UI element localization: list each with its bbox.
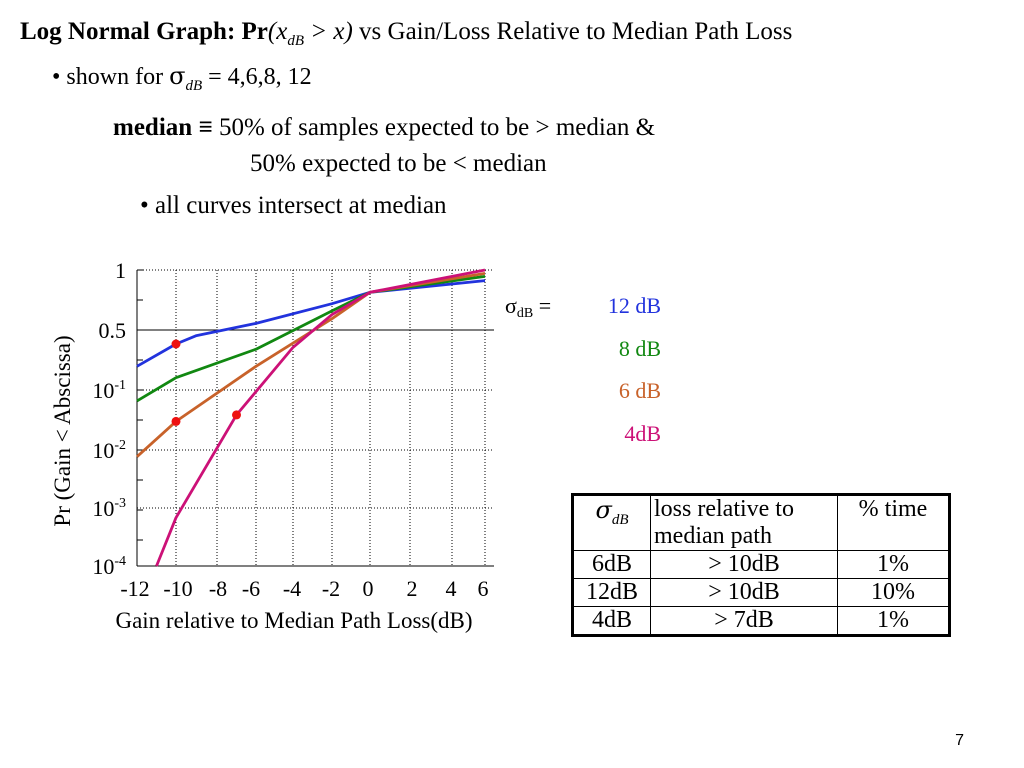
data-point-marker [232,410,241,420]
cell-sigma: 12dB [572,578,651,607]
x-tick-label: -8 [209,576,227,601]
title-rest: > x) [303,18,353,45]
x-tick-label: -10 [163,576,192,601]
y-tick-base: 10 [92,554,114,579]
x-tick-label: -6 [242,576,260,601]
header-loss-line1: loss relative to [654,496,794,522]
x-tick-label: -4 [283,576,301,601]
y-tick-base: 10 [92,378,114,403]
legend-sigma: σ [505,293,517,318]
equiv-symbol: ≡ [198,114,213,141]
chart-markers [171,339,241,426]
header-loss-line2: median path [654,523,772,549]
median-line2: 50% expected to be < median [250,150,547,177]
slide-title: Log Normal Graph: Pr(xdB > x) vs Gain/Lo… [20,18,792,50]
page-number: 7 [955,732,964,749]
chart-grid [136,269,494,567]
header-sigma: σdB [572,494,651,551]
table-row: 6dB > 10dB 1% [572,550,950,579]
header-sigma-sub: dB [611,512,629,528]
bullet-sigma-values: • shown for σdB = 4,6,8, 12 [52,62,312,95]
chart-series [136,268,486,567]
header-time: % time [837,494,950,551]
legend-entry: 4dB [624,421,661,446]
y-tick-label: 0.5 [99,318,127,343]
y-tick-label: 10-4 [92,554,126,579]
title-bold: Log Normal Graph: Pr [20,18,268,45]
y-tick-exponent: -1 [114,378,126,393]
x-tick-label: 4 [446,576,457,601]
legend-equals: = [533,293,551,318]
table-row: 4dB > 7dB 1% [572,606,950,636]
cell-loss: > 10dB [650,578,838,607]
cell-time: 1% [837,550,950,579]
legend-sigma-label: σdB = [505,293,551,321]
cell-sigma: 4dB [572,606,651,636]
data-point-marker [171,339,181,349]
x-tick-label: 2 [407,576,418,601]
sigma-legend: σdB = 12 dB 8 dB 6 dB 4dB [505,293,661,446]
y-axis-label: Pr (Gain < Abscissa) [50,335,75,526]
cell-sigma: 6dB [572,550,651,579]
legend-sigma-sub: dB [517,306,533,321]
median-definition: median ≡ 50% of samples expected to be >… [113,114,655,142]
header-loss: loss relative to median path [650,494,838,551]
y-tick-exponent: -2 [114,438,126,453]
cell-time: 10% [837,578,950,607]
median-word: median [113,114,199,141]
series-line-12db [136,279,486,368]
y-tick-base: 10 [92,496,114,521]
cell-loss: > 10dB [650,550,838,579]
series-line-4db [155,268,486,567]
y-tick-label: 10-1 [92,378,126,403]
table-row: 12dB > 10dB 10% [572,578,950,607]
sigma-symbol: σ [169,62,186,90]
header-sigma-symbol: σ [595,496,612,524]
x-tick-label: -2 [322,576,340,601]
y-tick-labels: 10.510-110-210-310-4 [92,258,126,579]
bullet1-prefix: • shown for [52,64,170,90]
y-tick-exponent: -3 [114,496,126,511]
y-tick-base: 0.5 [99,318,127,343]
bullet1-values: = 4,6,8, 12 [202,64,312,90]
cell-loss: > 7dB [650,606,838,636]
y-tick-label: 10-3 [92,496,126,521]
y-tick-exponent: -4 [114,554,126,569]
x-axis-label: Gain relative to Median Path Loss(dB) [115,608,472,633]
y-tick-label: 1 [115,258,126,283]
title-subscript: dB [287,33,304,49]
data-point-marker [171,416,181,426]
legend-entry: 12 dB [608,293,661,318]
x-tick-labels: -12 -10 -8 -6 -4 -2 0 2 4 6 [120,576,488,601]
loss-table: σdB loss relative to median path % time 6… [571,493,951,637]
table-header-row: σdB loss relative to median path % time [572,494,950,551]
x-tick-label: 6 [478,576,489,601]
x-tick-label: -12 [120,576,149,601]
series-line-6db [136,272,486,458]
median-line1: 50% of samples expected to be > median & [212,114,656,141]
y-tick-label: 10-2 [92,438,126,463]
cell-time: 1% [837,606,950,636]
y-tick-base: 10 [92,438,114,463]
bullet-intersect: • all curves intersect at median [140,192,447,219]
title-tail: vs Gain/Loss Relative to Median Path Los… [352,18,793,45]
y-tick-base: 1 [115,258,126,283]
title-paren: (x [267,18,288,45]
legend-entry: 6 dB [619,378,661,403]
legend-entry: 8 dB [619,336,661,361]
sigma-subscript: dB [185,78,203,94]
x-tick-label: 0 [363,576,374,601]
